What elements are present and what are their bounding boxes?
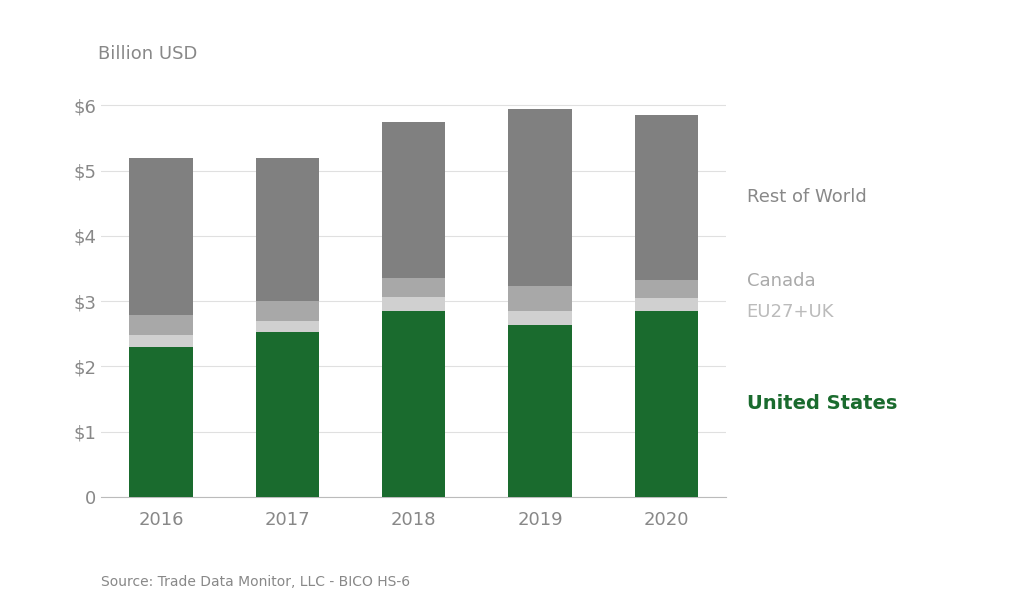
Bar: [635, 115, 698, 279]
Bar: [635, 279, 698, 298]
Bar: [509, 325, 572, 497]
Bar: [635, 298, 698, 311]
Text: Rest of World: Rest of World: [747, 188, 867, 207]
Bar: [635, 311, 698, 497]
Bar: [255, 301, 319, 321]
Bar: [255, 158, 319, 301]
Bar: [129, 347, 193, 497]
Bar: [129, 158, 193, 316]
Text: EU27+UK: EU27+UK: [747, 303, 834, 321]
Bar: [509, 311, 572, 325]
Bar: [255, 321, 319, 333]
Text: United States: United States: [747, 395, 897, 413]
Text: Billion USD: Billion USD: [98, 45, 197, 63]
Bar: [382, 296, 445, 311]
Bar: [382, 122, 445, 278]
Bar: [382, 278, 445, 296]
Bar: [255, 333, 319, 497]
Text: Source: Trade Data Monitor, LLC - BICO HS-6: Source: Trade Data Monitor, LLC - BICO H…: [101, 574, 410, 589]
Bar: [509, 108, 572, 286]
Bar: [509, 286, 572, 311]
Bar: [382, 311, 445, 497]
Text: Canada: Canada: [747, 272, 815, 290]
Bar: [129, 335, 193, 347]
Bar: [129, 316, 193, 335]
